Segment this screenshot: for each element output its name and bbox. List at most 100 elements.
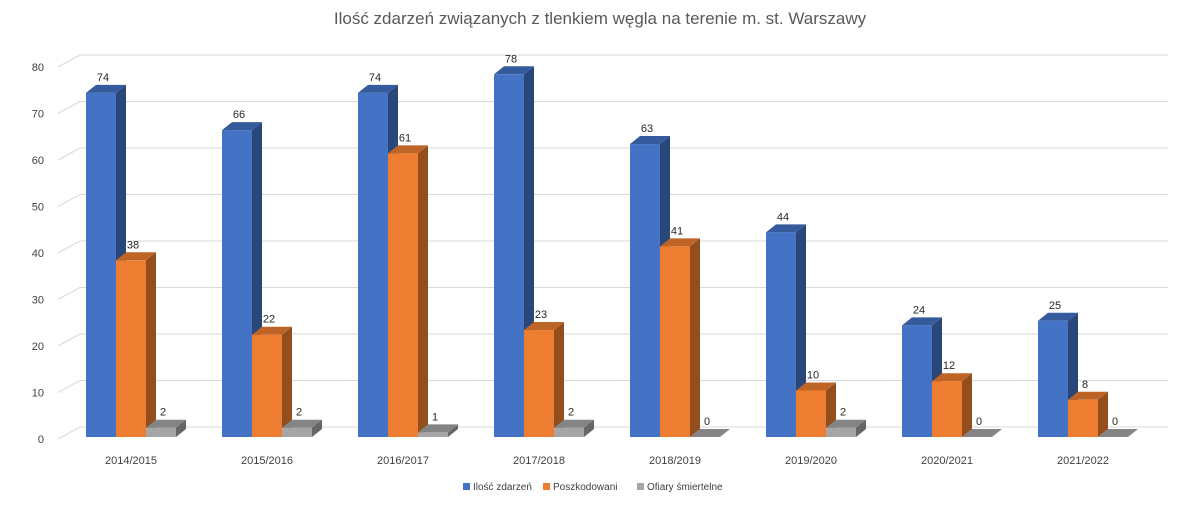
x-tick-label: 2017/2018 — [513, 455, 565, 467]
data-label: 22 — [263, 314, 275, 326]
bar-front — [796, 390, 826, 437]
bar — [418, 424, 458, 437]
data-label: 0 — [1112, 416, 1118, 428]
bar-front — [932, 381, 962, 437]
legend-item: Poszkodowani — [543, 482, 617, 493]
bar-top — [826, 419, 866, 428]
bar — [932, 373, 972, 437]
data-label: 78 — [505, 53, 517, 65]
bar-top — [222, 122, 262, 131]
legend-label: Ilość zdarzeń — [473, 482, 532, 493]
bar-front — [524, 330, 554, 437]
bar-top — [358, 84, 398, 93]
x-tick-label: 2019/2020 — [785, 455, 837, 467]
bar-side — [176, 419, 186, 437]
bar-top — [660, 238, 700, 247]
bar-front — [630, 144, 660, 438]
data-label: 63 — [641, 123, 653, 135]
bar-top — [494, 66, 534, 75]
bar-front — [418, 432, 448, 437]
bar-front — [554, 427, 584, 437]
x-tick-label: 2021/2022 — [1057, 455, 1109, 467]
bar — [1098, 429, 1138, 437]
data-label: 1 — [432, 411, 438, 423]
legend: Ilość zdarzeń Poszkodowani Ofiary śmiertel… — [463, 482, 723, 493]
bar-front — [494, 74, 524, 438]
bar — [766, 224, 806, 437]
gridline-foot — [57, 380, 81, 393]
bar-front — [146, 427, 176, 437]
bar-front — [902, 325, 932, 437]
y-tick-label: 10 — [32, 388, 44, 400]
bar-front — [222, 130, 252, 437]
bar-top — [554, 419, 594, 428]
bar-side — [146, 252, 156, 437]
data-label: 0 — [976, 416, 982, 428]
bar-front — [766, 232, 796, 437]
data-label: 74 — [97, 72, 109, 84]
bar-front — [660, 246, 690, 437]
bar-top — [796, 382, 836, 391]
bar-top — [252, 326, 292, 335]
legend-swatch — [543, 483, 550, 490]
y-tick-label: 80 — [32, 62, 44, 74]
bar-front — [826, 427, 856, 437]
y-axis-ticks: 0 10 20 30 40 50 60 70 80 — [32, 62, 44, 446]
data-label: 2 — [568, 407, 574, 419]
bar — [524, 322, 564, 437]
data-label: 41 — [671, 225, 683, 237]
bar-top — [116, 252, 156, 261]
bar-top — [1068, 391, 1108, 400]
bar-side — [962, 373, 972, 437]
bar-side — [690, 238, 700, 437]
bar — [1068, 391, 1108, 437]
x-tick-label: 2015/2016 — [241, 455, 293, 467]
bar-front — [116, 260, 146, 437]
bar-top — [630, 136, 670, 145]
data-label: 44 — [777, 211, 789, 223]
legend-item: Ofiary śmiertelne — [637, 482, 723, 493]
bar-top — [524, 322, 564, 331]
bar — [660, 238, 700, 437]
bar-side — [856, 419, 866, 437]
y-tick-label: 50 — [32, 202, 44, 214]
gridline-foot — [57, 333, 81, 347]
bar-side — [584, 419, 594, 437]
data-label: 38 — [127, 239, 139, 251]
x-tick-label: 2018/2019 — [649, 455, 701, 467]
bar-front — [282, 427, 312, 437]
bar — [962, 429, 1002, 437]
data-label: 74 — [369, 72, 381, 84]
bar-top — [418, 424, 458, 433]
data-label: 25 — [1049, 300, 1061, 312]
bar-top — [282, 419, 322, 428]
y-tick-label: 60 — [32, 155, 44, 167]
bar-top — [932, 373, 972, 382]
data-label: 12 — [943, 360, 955, 372]
gridline-foot — [57, 194, 81, 207]
bar-top — [902, 317, 942, 326]
legend-label: Ofiary śmiertelne — [647, 482, 723, 493]
data-label: 0 — [704, 416, 710, 428]
y-tick-label: 40 — [32, 248, 44, 260]
bar — [388, 145, 428, 437]
bar-front — [86, 92, 116, 438]
data-label: 10 — [807, 370, 819, 382]
bar-top — [1038, 312, 1078, 321]
gridline-foot — [57, 240, 81, 254]
bar-side — [796, 224, 806, 437]
y-tick-label: 20 — [32, 341, 44, 353]
bar-top — [388, 145, 428, 154]
bar — [282, 419, 322, 437]
bar — [252, 326, 292, 437]
gridline-foot — [57, 426, 81, 440]
legend-swatch — [637, 483, 644, 490]
bar — [796, 382, 836, 437]
bar-side — [312, 419, 322, 437]
data-label: 23 — [535, 309, 547, 321]
bar — [690, 429, 730, 437]
bar-front — [1038, 320, 1068, 437]
bar-top — [86, 84, 126, 93]
legend-item: Ilość zdarzeń — [463, 482, 532, 493]
